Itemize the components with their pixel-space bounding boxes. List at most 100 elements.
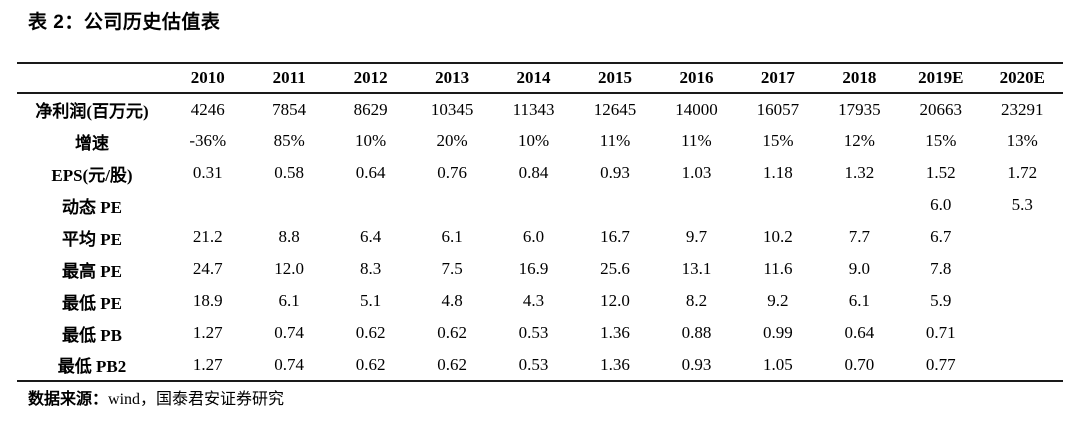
valuation-table: 2010 2011 2012 2013 2014 2015 2016 2017 2018 2019… [17,62,1063,382]
table-cell: 13.1 [681,259,712,278]
table-cell: 17935 [838,99,881,119]
table-row: 平均 PE 21.2 8.8 6.4 6.1 6.0 16.7 9.7 10.2 7.7 6.7 [17,221,1063,253]
year-column-header: 2015 [574,63,656,94]
table-cell: 85% [273,131,305,150]
table-row: 最高 PE 24.7 12.0 8.3 7.5 16.9 25.6 13.1 11.6 9.0 7.… [17,253,1063,285]
table-cell [982,221,1063,253]
table-cell: 1.05 [763,354,793,374]
table-cell: 11.6 [763,259,793,278]
table-cell: 12.0 [600,291,630,310]
table-cell: 21.2 [192,227,223,246]
table-cell: 0.76 [437,163,467,182]
table-cell: 0.31 [192,163,223,182]
table-cell: 8629 [353,99,388,119]
table-cell: 7.5 [441,259,463,278]
table-cell: 16.7 [600,227,630,246]
table-row: 净利润(百万元) 4246 7854 8629 10345 11343 12645 14000… [17,93,1063,125]
table-cell: 13% [1006,131,1038,150]
table-cell: 0.88 [681,323,712,342]
table-cell: 12% [843,131,875,150]
table-cell: 1.18 [763,163,793,182]
table-cell: 6.0 [522,227,545,246]
table-body: 净利润(百万元) 4246 7854 8629 10345 11343 12645 14000… [17,93,1063,381]
row-label: 平均 PE [62,229,122,249]
table-cell: 11343 [512,99,555,119]
table-cell: 16057 [756,99,800,119]
table-cell: 15% [762,131,794,150]
table-cell: 12645 [593,99,637,119]
row-label: EPS(元/股) [51,165,133,185]
row-label: 最低 PB [62,325,122,345]
table-title: 表 2：公司历史估值表 [28,12,221,33]
table-cell: 11% [681,131,712,150]
data-source-text: wind，国泰君安证券研究 [108,391,285,408]
table-cell: 14000 [675,99,718,119]
table-cell: 7854 [272,99,307,119]
table-cell: 9.2 [767,291,789,310]
data-source-note: 数据来源：wind，国泰君安证券研究 [28,389,1063,411]
table-cell [819,189,900,221]
table-cell: 0.58 [274,163,305,182]
table-cell: 1.03 [681,163,712,182]
table-cell [574,189,655,221]
table-cell: 5.3 [1011,195,1033,214]
table-cell: 1.32 [844,163,875,182]
table-cell [330,189,411,221]
table-cell: 0.53 [518,354,549,374]
table-cell: 24.7 [192,259,223,278]
table-cell: 18.9 [192,291,223,310]
table-cell: 0.84 [518,163,549,182]
table-row: 最低 PB 1.27 0.74 0.62 0.62 0.53 1.36 0.88 0.99 0.6… [17,317,1063,349]
table-cell: 25.6 [600,259,630,278]
row-label: 增速 [75,133,109,153]
table-cell: 10% [517,131,550,150]
year-column-header: 2011 [248,63,330,94]
table-cell: 0.99 [763,323,793,342]
table-cell: 0.64 [355,163,386,182]
year-column-header: 2013 [411,63,493,94]
row-label-column-header [17,63,167,94]
table-cell: 1.27 [192,323,223,342]
table-cell [982,317,1063,349]
year-column-header: 2012 [329,63,412,94]
table-cell [167,189,248,221]
table-cell: 10.2 [763,227,793,246]
table-cell [248,189,329,221]
year-column-header: 2014 [492,63,575,94]
table-cell: 0.62 [437,323,467,342]
table-row: 最低 PB2 1.27 0.74 0.62 0.62 0.53 1.36 0.93 1.05 0.… [17,349,1063,381]
header-row: 2010 2011 2012 2013 2014 2015 2016 2017 2018 2019… [17,63,1063,94]
table-cell: 5.9 [930,291,952,310]
table-cell [493,189,574,221]
table-cell: 12.0 [274,259,305,278]
year-column-header: 2017 [737,63,819,94]
report-table-figure: 表 2：公司历史估值表 2010 2011 2012 2013 2014 2015 2016… [17,12,1063,411]
table-row: 最低 PE 18.9 6.1 5.1 4.8 4.3 12.0 8.2 9.2 6.1 5.9 [17,285,1063,317]
row-label: 最低 PB2 [57,357,127,376]
table-cell: 1.72 [1007,163,1038,182]
table-cell: 20663 [919,99,963,119]
table-cell: 7.7 [848,227,870,246]
table-cell [982,285,1063,317]
year-column-header: 2018 [818,63,901,94]
table-cell: 0.53 [518,323,549,342]
table-cell [982,349,1063,381]
table-cell: -36% [189,131,227,150]
table-cell: 1.36 [600,354,630,374]
table-cell: 6.1 [441,227,463,246]
table-cell: 11% [599,131,631,150]
table-cell: 6.7 [930,227,952,246]
table-cell: 0.74 [274,354,305,374]
table-cell [411,189,492,221]
table-cell [982,253,1063,285]
row-label: 最低 PE [62,293,122,313]
table-cell: 6.0 [930,195,952,214]
row-label: 净利润(百万元) [35,102,149,121]
table-cell: 1.27 [192,354,223,374]
table-cell: 9.0 [848,259,870,278]
data-source-label: 数据来源： [28,391,109,408]
table-cell: 7.8 [930,259,952,278]
table-cell: 20% [436,131,468,150]
table-cell: 4246 [190,99,225,119]
table-cell: 23291 [1001,99,1044,119]
